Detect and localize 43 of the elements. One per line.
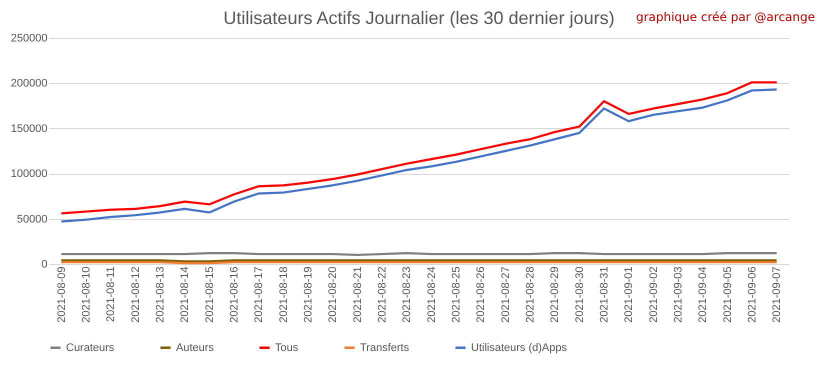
x-tick-label: 2021-08-14 [179,266,192,323]
text: graphique créé par @arcange [636,10,815,24]
x-tick-label: 2021-08-11 [105,266,118,322]
x-tick-label: 2021-08-24 [426,266,438,323]
y-tick-label: 100000 [10,168,48,180]
x-tick-label: 2021-08-13 [154,266,166,323]
x-tick-label: 2021-08-26 [475,266,488,323]
legend-label: Curateurs [66,342,115,354]
x-tick-label: 2021-09-06 [746,266,758,323]
x-tick-label: 2021-09-01 [623,266,636,323]
y-tick-label: 150000 [10,122,48,135]
x-tick-label: 2021-08-12 [130,266,142,323]
x-tick-label: 2021-08-29 [549,266,562,323]
x-tick-label: 2021-08-09 [56,266,68,323]
x-tick-label: 2021-08-21 [352,266,364,323]
legend-label: Transferts [360,342,410,354]
chart-title: Utilisateurs Actifs Journalier (les 30 dernier jours) [223,8,615,28]
x-tick-label: 2021-08-16 [228,266,240,323]
x-tick-label: 2021-08-28 [524,266,536,323]
x-tick-label: 2021-08-15 [204,266,216,323]
x-tick-label: 2021-08-23 [401,266,414,323]
x-tick-label: 2021-08-25 [450,266,462,323]
x-tick-label: 2021-08-27 [500,266,512,323]
y-tick-label: 250000 [10,32,48,44]
y-tick-label: 50000 [16,213,48,226]
x-tick-label: 2021-08-19 [302,266,314,323]
x-tick-label: 2021-09-02 [648,266,660,323]
x-tick-label: 2021-08-22 [376,266,388,323]
x-tick-label: 2021-08-20 [327,266,340,323]
legend-label: Utilisateurs (d)Apps [471,342,568,354]
x-tick-label: 2021-08-10 [80,266,92,323]
x-tick-label: 2021-09-05 [722,266,734,323]
legend-label: Auteurs [176,342,214,354]
x-tick-label: 2021-08-18 [278,266,290,323]
x-tick-label: 2021-09-04 [697,266,710,323]
x-tick-label: 2021-09-03 [672,266,684,323]
x-tick-label: 2021-08-31 [598,266,610,323]
legend-label: Tous [275,342,299,354]
x-tick-label: 2021-08-30 [574,266,586,323]
y-tick-label: 200000 [10,78,48,90]
y-tick-label: 0 [41,258,48,270]
x-tick-label: 2021-09-07 [771,266,784,323]
x-tick-label: 2021-08-17 [253,266,266,323]
